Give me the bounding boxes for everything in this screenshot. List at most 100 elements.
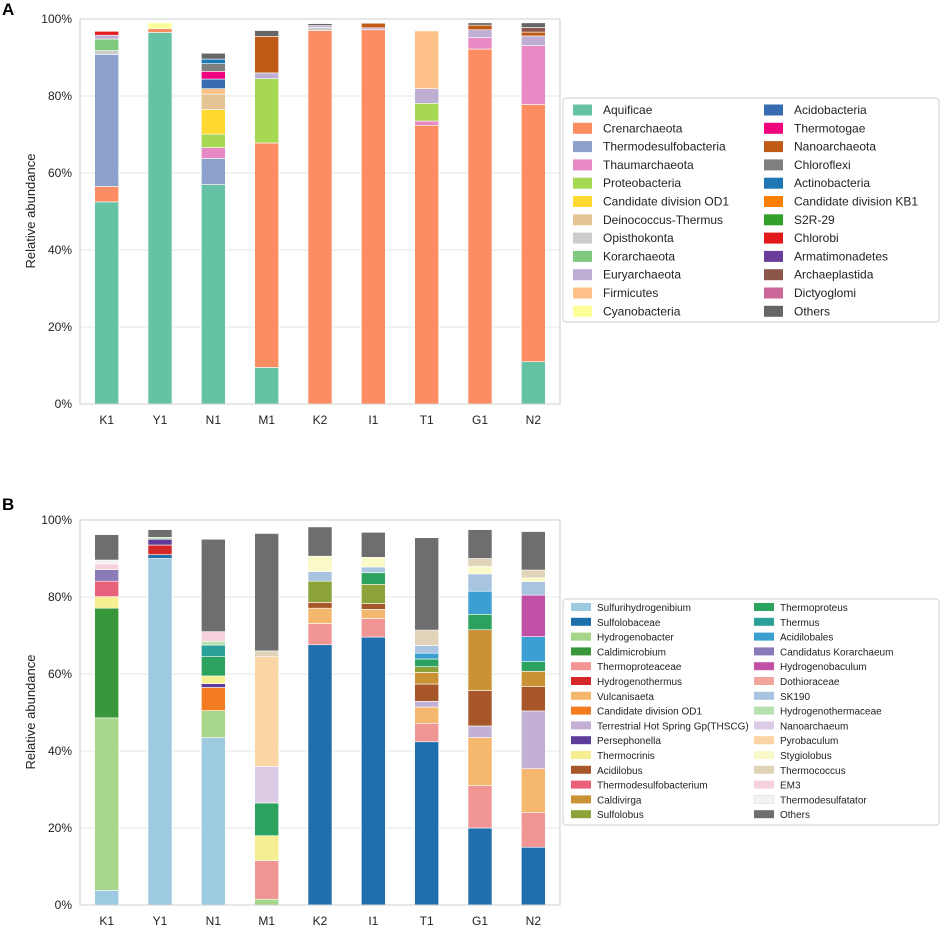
panel-a-legend-swatch	[764, 122, 783, 134]
panel-b-legend-item-hydrogenobaculum: Hydrogenobaculum	[754, 662, 867, 673]
panel-b-segment-k1-caldimicrobium	[94, 607, 119, 719]
panel-b-legend-item-pyrobaculum: Pyrobaculum	[754, 736, 838, 747]
panel-b-segment-k1-hydrogenobacter	[94, 717, 119, 891]
panel-b-segment-y1-sulfurihydrogenibium	[147, 558, 173, 906]
panel-b-legend-item-thermodesulfobacterium: Thermodesulfobacterium	[571, 780, 708, 792]
panel-a-legend-swatch	[764, 159, 783, 171]
panel-b-bar-y1	[147, 529, 173, 906]
panel-b-legend-item-sk190: SK190	[754, 691, 810, 703]
panel-b-x-tick-label-k1: K1	[99, 914, 114, 928]
panel-b-segment-t1-thermococcus	[414, 629, 439, 646]
panel-a-segment-k1-thermodesulfobacteria	[94, 54, 119, 187]
panel-a-legend-item-euryarchaeota: Euryarchaeota	[573, 268, 681, 282]
panel-a-legend-label: Thaumarchaeota	[603, 158, 694, 172]
panel-a-segment-n1-others	[201, 52, 226, 60]
panel-b-segment-k1-candidatus-korarchaeum	[94, 569, 119, 582]
panel-a-legend-item-candidate-division-od1: Candidate division OD1	[573, 195, 729, 209]
panel-b-segment-i1-thermoproteus	[361, 572, 386, 585]
panel-a-letter: A	[2, 0, 14, 19]
panel-b-legend-swatch	[571, 677, 591, 685]
panel-b-segment-y1-others	[147, 529, 173, 538]
panel-a-legend-swatch	[573, 269, 592, 281]
panel-a-legend-label: Chlorobi	[794, 231, 839, 245]
panel-a-y-tick-label: 0%	[55, 397, 73, 411]
panel-a-legend-swatch	[573, 177, 592, 189]
panel-b-legend-item-sulfolobaceae: Sulfolobaceae	[571, 617, 661, 629]
panel-b-legend-label: Vulcanisaeta	[597, 692, 654, 703]
panel-a-segment-k1-aquificae	[94, 201, 119, 405]
panel-b-legend-item-persephonella: Persephonella	[571, 736, 661, 747]
panel-a-legend-swatch	[573, 141, 592, 153]
panel-b-segment-i1-thermoproteaceae	[361, 618, 386, 638]
panel-b-segment-k2-vulcanisaeta	[307, 607, 333, 624]
panel-a-legend-swatch	[573, 287, 592, 299]
panel-b-letter: B	[2, 495, 14, 514]
panel-b-segment-g1-caldivirga	[467, 629, 493, 691]
panel-a-x-tick-label-t1: T1	[420, 413, 434, 427]
panel-b-segment-t1-sulfolobus	[414, 666, 439, 673]
panel-b-segment-t1-others	[414, 537, 439, 631]
panel-b-legend-item-stygiolobus: Stygiolobus	[754, 751, 832, 762]
panel-b-legend-label: Thermoproteus	[780, 603, 848, 614]
panel-a-bar-m1	[254, 30, 279, 405]
panel-b-segment-n1-hydrogenobacter	[201, 710, 226, 738]
panel-b-legend-swatch	[753, 795, 775, 804]
panel-a-segment-n1-thermotogae	[201, 71, 226, 80]
panel-b-segment-g1-others	[467, 529, 493, 559]
panel-b-segment-n2-thermococcus	[521, 569, 546, 579]
panel-b-segment-t1-sulfolobaceae	[414, 741, 439, 906]
panel-b-legend-swatch	[754, 706, 774, 715]
panel-a-segment-n2-nanoarchaeota	[521, 31, 546, 37]
panel-b-segment-k1-thermodesulfatator	[94, 559, 119, 565]
panel-b-segment-t1-caldivirga	[414, 672, 439, 685]
panel-a-legend-label: Candidate division KB1	[794, 195, 918, 209]
panel-b-x-tick-label-g1: G1	[472, 914, 488, 928]
panel-b-legend-label: Caldivirga	[597, 795, 642, 806]
panel-b-legend-item-dothioraceae: Dothioraceae	[754, 677, 840, 688]
panel-a-segment-n1-thaumarchaeota	[201, 147, 226, 159]
panel-a-bars	[94, 22, 546, 405]
panel-b-segment-g1-thermoproteaceae	[467, 785, 493, 829]
panel-b-legend-label: Acidilobus	[597, 766, 643, 777]
panel-b-legend-item-candidatus-korarchaeum: Candidatus Korarchaeum	[754, 647, 893, 658]
panel-b-legend-swatch	[754, 780, 774, 789]
panel-b-y-tick-label: 0%	[55, 898, 73, 912]
panel-a-legend-item-chlorobi: Chlorobi	[764, 231, 839, 245]
panel-a-segment-n1-proteobacteria	[201, 133, 226, 148]
panel-a-segment-n1-deinococcus-thermus	[201, 93, 226, 110]
panel-b-segment-k1-em3	[94, 563, 119, 570]
panel-b-legend-swatch	[754, 662, 774, 671]
panel-b-segment-g1-sk190	[467, 573, 493, 592]
panel-a-legend-label: Others	[794, 304, 830, 318]
panel-b-legend-label: Persephonella	[597, 736, 661, 747]
panel-a-legend-item-thermotogae: Thermotogae	[764, 121, 866, 135]
panel-a-x-tick-label-g1: G1	[472, 413, 488, 427]
panel-b-segment-m1-hydrogenobacter	[254, 898, 279, 906]
panel-b-segment-i1-others	[361, 532, 386, 558]
panel-a-axes-frame	[79, 18, 561, 405]
panel-a-legend-item-crenarchaeota: Crenarchaeota	[573, 121, 683, 135]
panel-b-legend-box	[562, 598, 940, 826]
panel-b-bar-k1	[94, 534, 119, 906]
panel-b-legend-item-thermococcus: Thermococcus	[754, 765, 846, 777]
panel-a-legend-label: Opisthokonta	[603, 231, 674, 245]
panel-a-segment-n1-actinobacteria	[201, 58, 226, 64]
panel-b-legend-swatch	[571, 632, 591, 641]
panel-b-segment-i1-sk190	[361, 566, 386, 574]
panel-b-legend-item-thermodesulfatator: Thermodesulfatator	[753, 795, 867, 806]
panel-a-legend-label: Crenarchaeota	[603, 121, 683, 135]
panel-b-legend-label: Acidilobales	[780, 633, 833, 644]
panel-a-segment-y1-cyanobacteria	[147, 22, 173, 29]
panel-a-legend-item-acidobacteria: Acidobacteria	[764, 103, 867, 117]
panel-a-y-ticks: 0% 20% 40% 60% 80% 100%	[41, 12, 72, 411]
panel-a-segment-g1-thaumarchaeota	[467, 37, 493, 50]
panel-a-segment-m1-euryarchaeota	[254, 72, 279, 79]
panel-b-x-tick-label-n2: N2	[526, 914, 542, 928]
panel-a-bar-k2	[307, 23, 333, 405]
panel-b-bar-t1	[414, 537, 439, 906]
panel-b-legend-label: Thermoproteaceae	[597, 662, 682, 673]
panel-b-segment-k1-thermocrinis	[94, 596, 119, 609]
panel-b-segment-i1-sulfolobaceae	[361, 636, 386, 906]
panel-b-segment-g1-vulcanisaeta	[467, 737, 493, 786]
